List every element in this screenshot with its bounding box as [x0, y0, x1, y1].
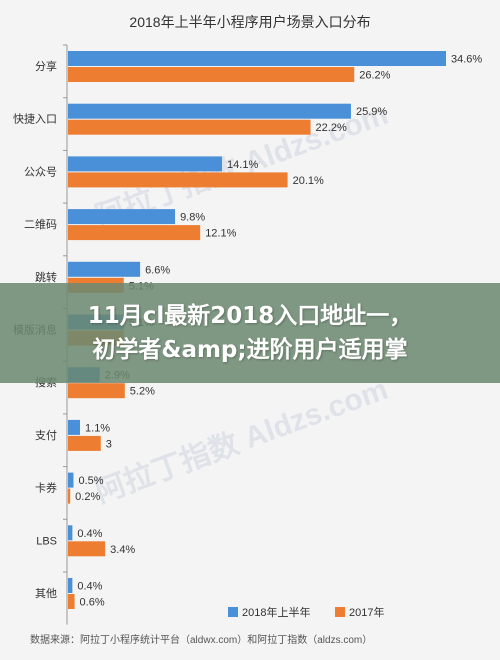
bar-series-2017 [68, 594, 75, 609]
category-label: LBS [36, 535, 57, 547]
bar-series-2018h1 [68, 472, 74, 488]
overlay-line-1: 11月cl最新2018入口地址一， [87, 303, 413, 329]
data-label: 0.5% [78, 475, 103, 487]
data-label: 12.1% [205, 228, 236, 240]
data-label: 20.1% [293, 175, 324, 187]
bar-series-2017 [68, 383, 125, 399]
bar-series-2017 [68, 541, 106, 557]
legend-label: 2018年上半年 [242, 605, 310, 619]
data-label: 0.2% [75, 491, 100, 503]
category-label: 支付 [35, 429, 57, 442]
bar-series-2018h1 [68, 103, 351, 119]
data-label: 22.2% [316, 122, 347, 134]
bar-series-2018h1 [68, 51, 446, 66]
data-label: 26.2% [359, 70, 390, 82]
bar-series-2018h1 [68, 209, 176, 225]
overlay-banner: 11月cl最新2018入口地址一， 初学者&amp;进阶用户适用掌 [0, 283, 500, 383]
bar-series-2017 [68, 225, 201, 241]
bar-series-2017 [68, 172, 288, 188]
overlay-line-2: 初学者&amp;进阶用户适用掌 [92, 337, 408, 363]
data-label: 5.2% [130, 386, 155, 398]
data-label: 0.6% [80, 597, 105, 609]
data-label: 0.4% [77, 528, 102, 540]
category-label: 二维码 [24, 218, 57, 231]
bar-series-2017 [68, 119, 311, 135]
category-label: 快捷入口 [13, 112, 57, 126]
category-label: 分享 [35, 59, 57, 73]
category-label: 其他 [35, 587, 57, 600]
legend-swatch [228, 607, 238, 617]
bar-series-2018h1 [68, 156, 223, 172]
category-label: 卡券 [35, 481, 57, 495]
bar-series-2018h1 [68, 525, 73, 541]
source-note: 数据来源：阿拉丁小程序统计平台（aldwx.com）和阿拉丁指数（aldzs.c… [30, 633, 372, 646]
data-label: 0.4% [77, 581, 102, 593]
data-label: 34.6% [451, 54, 482, 66]
bar-series-2018h1 [68, 419, 81, 435]
bar-series-2018h1 [68, 261, 141, 277]
legend-swatch [335, 607, 345, 617]
data-label: 9.8% [180, 212, 205, 224]
bar-series-2017 [68, 435, 101, 451]
bar-series-2017 [68, 488, 71, 504]
data-label: 25.9% [356, 106, 387, 118]
data-label: 14.1% [227, 159, 258, 171]
data-label: 3.4% [110, 544, 135, 556]
bar-series-2018h1 [68, 578, 73, 593]
data-label: 6.6% [145, 264, 170, 276]
data-label: 1.1% [85, 422, 110, 434]
bar-series-2017 [68, 67, 355, 82]
legend-label: 2017年 [349, 605, 384, 619]
data-label: 3 [106, 438, 112, 450]
chart-title: 2018年上半年小程序用户场景入口分布 [129, 14, 370, 30]
category-label: 跳转 [35, 270, 57, 284]
category-label: 公众号 [24, 165, 57, 178]
